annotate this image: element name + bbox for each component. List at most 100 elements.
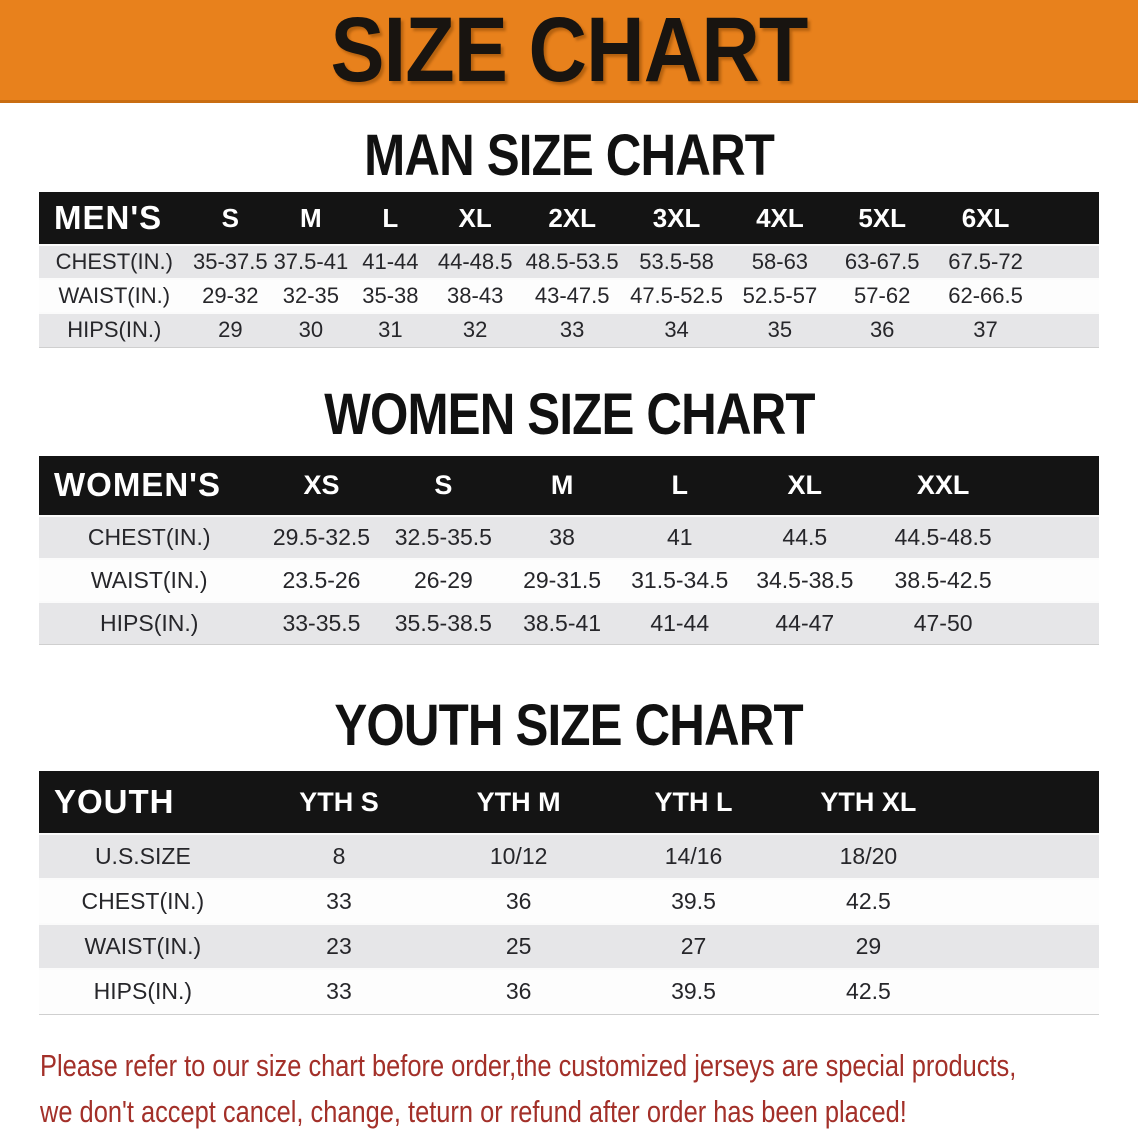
spacer-cell bbox=[1015, 514, 1099, 559]
size-value-cell: 36 bbox=[431, 878, 607, 924]
size-col-header: XXL bbox=[916, 469, 970, 500]
women-table-title: WOMEN'S bbox=[54, 466, 222, 503]
disclaimer: Please refer to our size chart before or… bbox=[40, 1043, 1138, 1135]
size-col-header: 2XL bbox=[548, 202, 596, 233]
women-heading-text: WOMEN SIZE CHART bbox=[323, 381, 815, 447]
size-col-header: XL bbox=[458, 202, 492, 233]
size-value-cell: 32 bbox=[430, 312, 521, 348]
size-value-cell: 29-32 bbox=[189, 278, 272, 313]
size-value-cell: 43-47.5 bbox=[520, 278, 625, 313]
size-value-cell: 31.5-34.5 bbox=[620, 557, 739, 602]
size-value-cell: 38-43 bbox=[430, 278, 521, 313]
size-value-cell: 42.5 bbox=[780, 968, 956, 1015]
youth-heading-text: YOUTH SIZE CHART bbox=[334, 693, 804, 758]
spacer-cell bbox=[1037, 192, 1099, 245]
spacer-cell bbox=[1037, 312, 1099, 348]
measure-row-label: HIPS(IN.) bbox=[39, 312, 190, 348]
youth-table-title: YOUTH bbox=[54, 783, 175, 820]
size-value-cell: 23.5-26 bbox=[259, 557, 384, 602]
size-value-cell: 29 bbox=[780, 923, 956, 969]
measure-row-label: WAIST(IN.) bbox=[39, 557, 260, 602]
size-value-cell: 33 bbox=[520, 312, 625, 348]
measure-row-label: CHEST(IN.) bbox=[39, 514, 260, 559]
size-value-cell: 29.5-32.5 bbox=[259, 514, 384, 559]
size-col-header: S bbox=[221, 202, 239, 233]
size-value-cell: 29 bbox=[189, 312, 272, 348]
size-value-cell: 8 bbox=[246, 833, 432, 879]
youth-waist-row: WAIST(IN.) 23 25 27 29 bbox=[39, 923, 1099, 969]
size-col-header: XS bbox=[303, 469, 340, 500]
size-value-cell: 33 bbox=[246, 878, 432, 924]
size-value-cell: 41-44 bbox=[620, 600, 739, 645]
size-value-cell: 38.5-41 bbox=[503, 600, 621, 645]
men-chest-row: CHEST(IN.) 35-37.5 37.5-41 41-44 44-48.5… bbox=[39, 244, 1099, 279]
size-chart-banner: SIZE CHART bbox=[0, 0, 1138, 103]
size-value-cell: 37 bbox=[933, 312, 1038, 348]
men-size-table: MEN'S S M L XL 2XL 3XL 4XL 5XL 6XL CHEST… bbox=[39, 192, 1099, 348]
measure-row-label: U.S.SIZE bbox=[39, 833, 247, 879]
youth-header-row: YOUTH YTH S YTH M YTH L YTH XL bbox=[39, 771, 1099, 834]
size-value-cell: 25 bbox=[431, 923, 607, 969]
size-value-cell: 32-35 bbox=[271, 278, 351, 313]
size-value-cell: 36 bbox=[830, 312, 934, 348]
size-col-header: M bbox=[550, 469, 574, 500]
size-value-cell: 37.5-41 bbox=[271, 244, 351, 279]
size-col-header: YTH M bbox=[476, 786, 561, 817]
size-value-cell: 41 bbox=[620, 514, 739, 559]
size-value-cell: 44.5-48.5 bbox=[871, 514, 1016, 559]
size-value-cell: 35-38 bbox=[350, 278, 431, 313]
women-chest-row: CHEST(IN.) 29.5-32.5 32.5-35.5 38 41 44.… bbox=[39, 514, 1099, 559]
size-value-cell: 41-44 bbox=[350, 244, 431, 279]
size-value-cell: 35 bbox=[729, 312, 831, 348]
size-value-cell: 34.5-38.5 bbox=[738, 557, 872, 602]
men-waist-row: WAIST(IN.) 29-32 32-35 35-38 38-43 43-47… bbox=[39, 278, 1099, 313]
women-section-heading: WOMEN SIZE CHART bbox=[0, 381, 1138, 447]
measure-row-label: CHEST(IN.) bbox=[39, 878, 247, 924]
measure-row-label: WAIST(IN.) bbox=[39, 923, 247, 969]
size-value-cell: 38.5-42.5 bbox=[871, 557, 1016, 602]
size-value-cell: 29-31.5 bbox=[503, 557, 621, 602]
size-value-cell: 57-62 bbox=[830, 278, 934, 313]
size-col-header: 6XL bbox=[961, 202, 1010, 233]
youth-section-heading: YOUTH SIZE CHART bbox=[0, 697, 1138, 755]
youth-hips-row: HIPS(IN.) 33 36 39.5 42.5 bbox=[39, 968, 1099, 1015]
youth-size-table: YOUTH YTH S YTH M YTH L YTH XL U.S.SIZE … bbox=[39, 771, 1099, 1015]
size-value-cell: 38 bbox=[503, 514, 621, 559]
spacer-cell bbox=[955, 878, 1099, 924]
size-col-header: YTH L bbox=[654, 786, 733, 817]
spacer-cell bbox=[955, 923, 1099, 969]
spacer-cell bbox=[1015, 456, 1099, 516]
women-waist-row: WAIST(IN.) 23.5-26 26-29 29-31.5 31.5-34… bbox=[39, 557, 1099, 602]
disclaimer-line-2: we don't accept cancel, change, teturn o… bbox=[40, 1093, 907, 1129]
size-value-cell: 39.5 bbox=[606, 968, 781, 1015]
size-col-header: 3XL bbox=[652, 202, 701, 233]
youth-chest-row: CHEST(IN.) 33 36 39.5 42.5 bbox=[39, 878, 1099, 924]
size-value-cell: 47-50 bbox=[871, 600, 1016, 645]
spacer-cell bbox=[955, 833, 1099, 879]
size-value-cell: 44-47 bbox=[738, 600, 872, 645]
size-value-cell: 14/16 bbox=[606, 833, 781, 879]
size-value-cell: 42.5 bbox=[780, 878, 956, 924]
men-hips-row: HIPS(IN.) 29 30 31 32 33 34 35 36 37 bbox=[39, 312, 1099, 348]
size-value-cell: 18/20 bbox=[780, 833, 956, 879]
men-header-row: MEN'S S M L XL 2XL 3XL 4XL 5XL 6XL bbox=[39, 192, 1099, 245]
size-value-cell: 39.5 bbox=[606, 878, 781, 924]
size-value-cell: 33 bbox=[246, 968, 432, 1015]
size-value-cell: 52.5-57 bbox=[729, 278, 831, 313]
spacer-cell bbox=[955, 968, 1099, 1015]
size-value-cell: 35-37.5 bbox=[189, 244, 272, 279]
spacer-cell bbox=[1037, 244, 1099, 279]
size-col-header: M bbox=[300, 202, 322, 233]
size-value-cell: 47.5-52.5 bbox=[624, 278, 730, 313]
size-value-cell: 58-63 bbox=[729, 244, 831, 279]
size-col-header: XL bbox=[787, 469, 823, 500]
size-col-header: 4XL bbox=[756, 202, 804, 233]
size-value-cell: 53.5-58 bbox=[624, 244, 730, 279]
size-col-header: L bbox=[671, 469, 688, 500]
size-value-cell: 62-66.5 bbox=[933, 278, 1038, 313]
spacer-cell bbox=[1015, 557, 1099, 602]
women-hips-row: HIPS(IN.) 33-35.5 35.5-38.5 38.5-41 41-4… bbox=[39, 600, 1099, 645]
size-value-cell: 32.5-35.5 bbox=[383, 514, 504, 559]
banner-title: SIZE CHART bbox=[330, 0, 809, 101]
women-size-table: WOMEN'S XS S M L XL XXL CHEST(IN.) 29.5-… bbox=[39, 455, 1099, 645]
